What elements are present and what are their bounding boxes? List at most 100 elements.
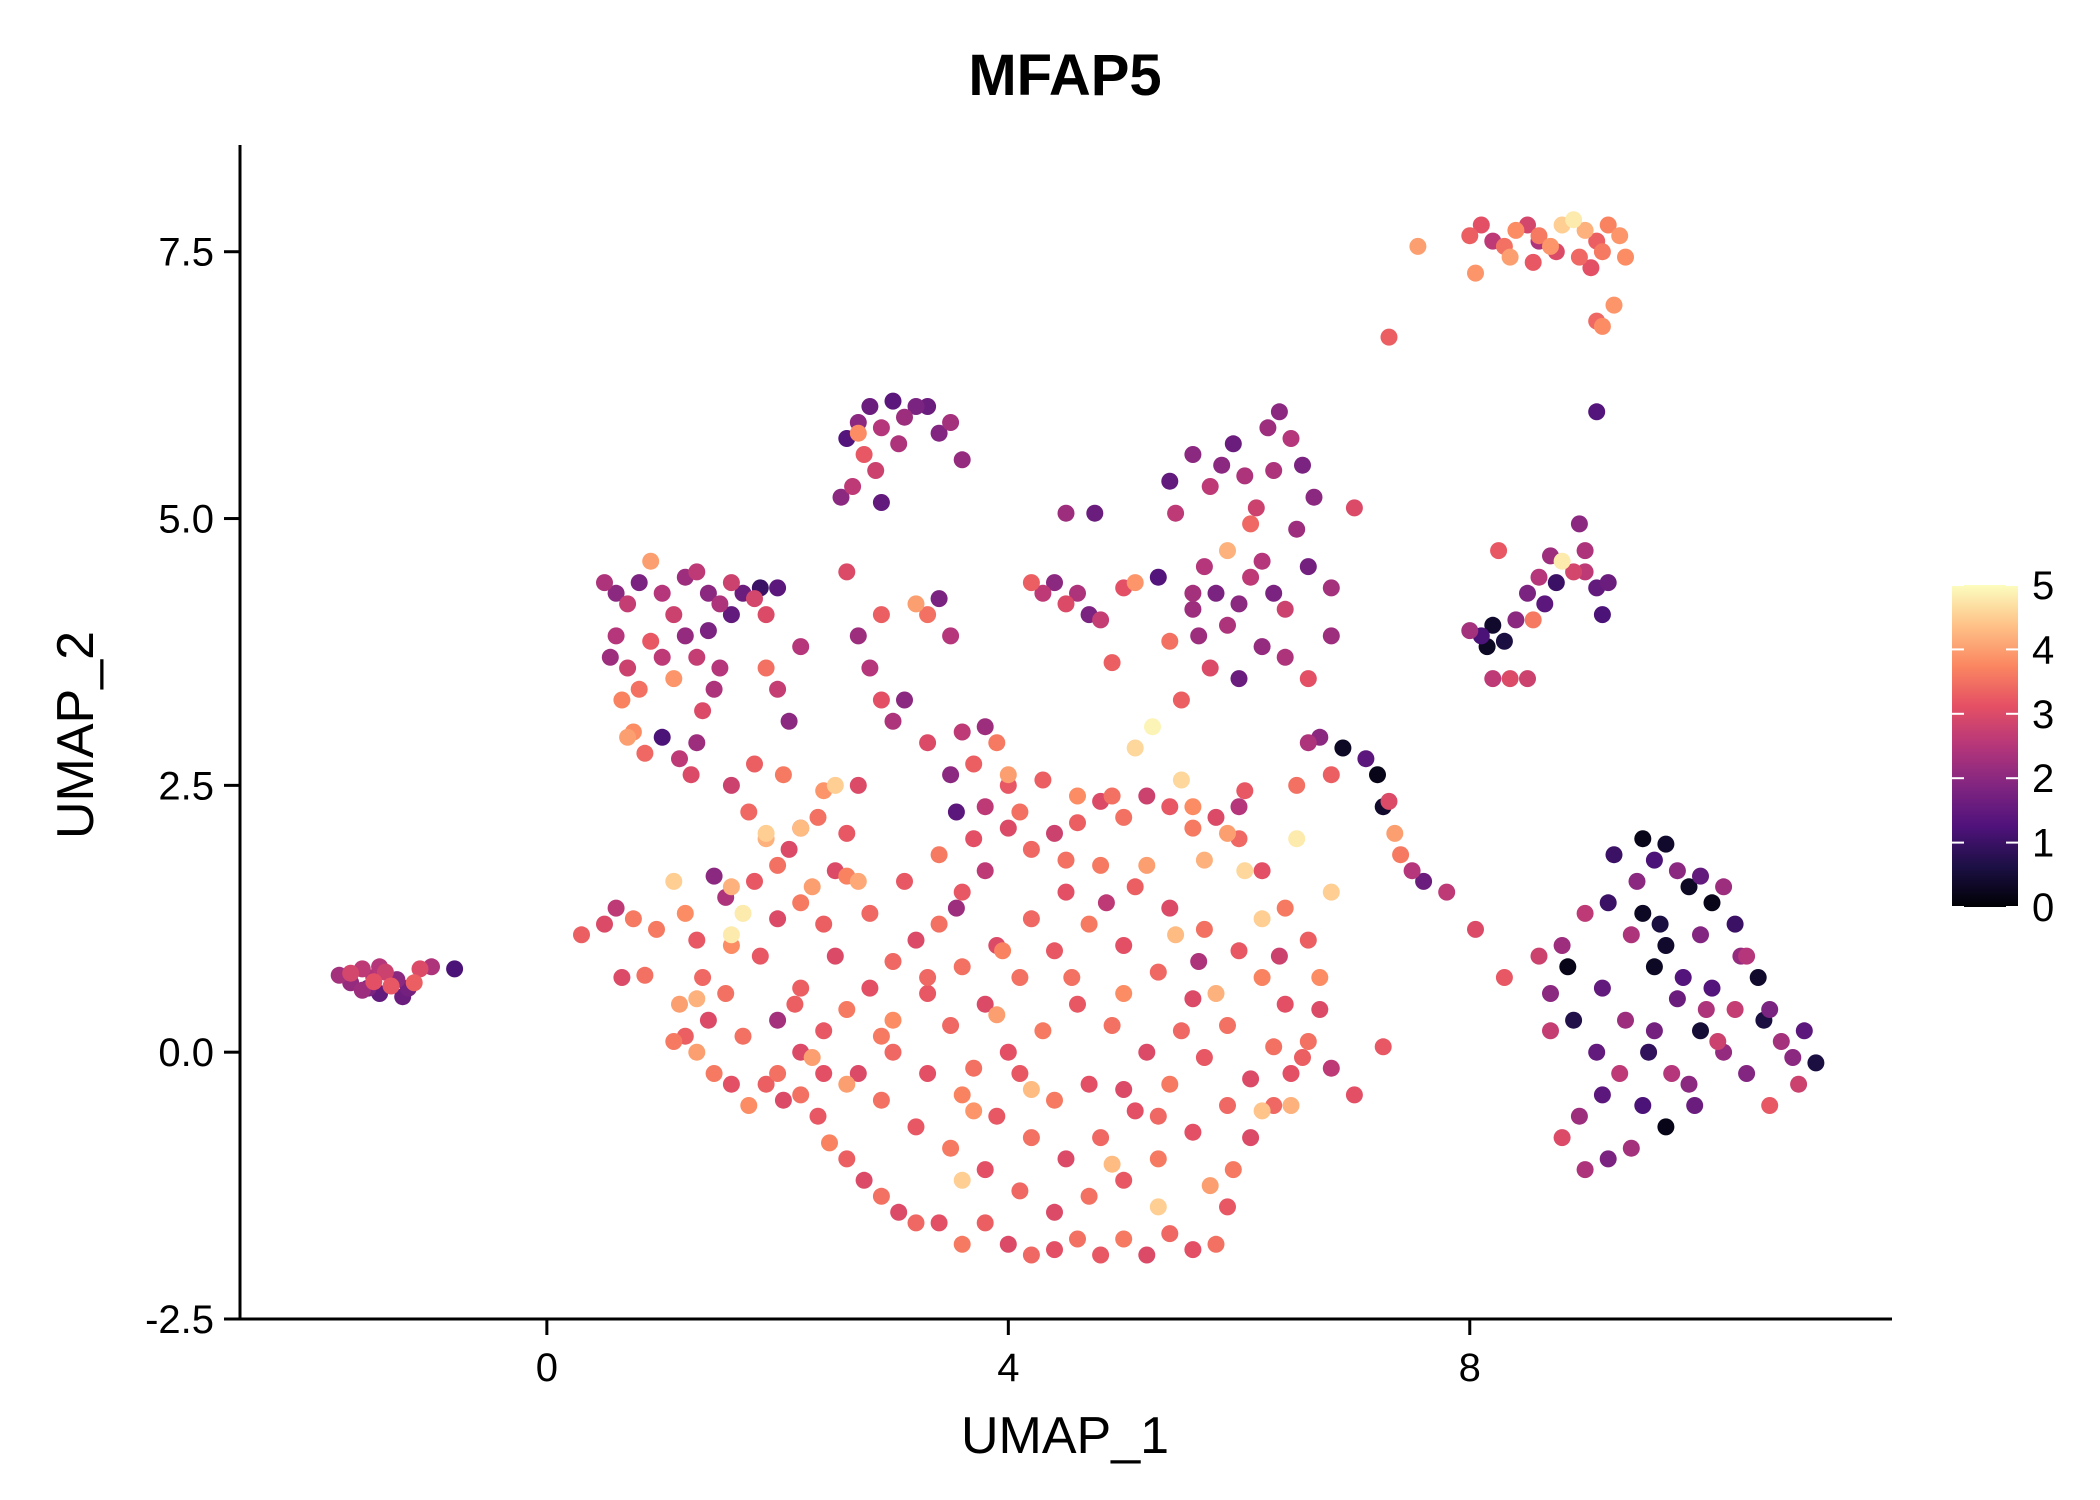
scatter-point: [849, 627, 867, 645]
scatter-point: [740, 1097, 758, 1114]
scatter-point: [722, 776, 740, 794]
scatter-point: [1628, 872, 1646, 890]
scatter-point: [1184, 584, 1202, 602]
scatter-point: [1772, 1033, 1790, 1050]
scatter-point: [642, 632, 660, 650]
scatter-point: [976, 995, 994, 1013]
scatter-point: [907, 398, 925, 415]
scatter-point: [1201, 659, 1219, 677]
scatter-point: [1126, 878, 1144, 896]
scatter-point: [774, 766, 792, 784]
scatter-point: [907, 931, 925, 949]
scatter-point: [1657, 937, 1675, 954]
scatter-point: [999, 1043, 1017, 1061]
scatter-point: [688, 931, 706, 949]
scatter-point: [1322, 579, 1340, 597]
scatter-point: [1403, 862, 1421, 880]
scatter-point: [872, 494, 890, 511]
scatter-point: [1253, 910, 1271, 928]
scatter-point: [1611, 1065, 1629, 1082]
scatter-point: [1507, 611, 1525, 629]
scatter-point: [446, 960, 464, 978]
scatter-point: [1224, 435, 1242, 453]
scatter-point: [1022, 910, 1040, 928]
scatter-point: [1622, 1139, 1640, 1157]
scatter-point: [1392, 846, 1410, 864]
scatter-point: [1686, 1097, 1704, 1114]
scatter-point: [1542, 985, 1559, 1002]
scatter-point: [907, 1214, 925, 1232]
scatter-point: [1519, 584, 1536, 602]
scatter-point: [1565, 563, 1583, 581]
scatter-point: [1034, 1022, 1052, 1040]
scatter-point: [1167, 504, 1185, 522]
scatter-point: [1201, 478, 1219, 495]
scatter-point: [1115, 937, 1133, 954]
scatter-point: [1219, 542, 1236, 560]
scatter-point: [872, 419, 890, 437]
scatter-point: [1784, 1049, 1802, 1066]
scatter-point: [942, 766, 960, 784]
scatter-point: [1219, 616, 1236, 634]
scatter-point: [1692, 926, 1709, 944]
scatter-point: [1092, 611, 1110, 629]
scatter-point: [1201, 1177, 1219, 1195]
scatter-point: [573, 926, 590, 944]
scatter-point: [1282, 1097, 1300, 1114]
colorbar-tick-label: 5: [2032, 564, 2054, 608]
scatter-point: [1195, 558, 1213, 576]
scatter-point: [1057, 504, 1075, 522]
scatter-point: [1167, 926, 1185, 944]
scatter-point: [1657, 1118, 1675, 1136]
scatter-point: [722, 1075, 740, 1093]
scatter-point: [1022, 574, 1040, 592]
scatter-point: [1299, 931, 1317, 949]
scatter-point: [1046, 942, 1063, 960]
scatter-point: [624, 910, 642, 928]
scatter-point: [965, 755, 983, 773]
scatter-point: [1461, 622, 1479, 640]
scatter-point: [1046, 1203, 1063, 1221]
scatter-point: [1288, 776, 1306, 794]
scatter-point: [1588, 403, 1606, 421]
x-tick-label: 8: [1459, 1346, 1481, 1390]
scatter-point: [1726, 1001, 1744, 1018]
scatter-point: [1046, 824, 1063, 842]
scatter-point: [769, 1065, 787, 1082]
scatter-point: [1282, 1065, 1300, 1082]
scatter-point: [861, 979, 879, 997]
scatter-point: [711, 659, 729, 677]
scatter-point: [1322, 883, 1340, 901]
y-tick-label: -2.5: [145, 1298, 214, 1342]
scatter-point: [1190, 627, 1208, 645]
scatter-point: [1103, 1155, 1121, 1173]
scatter-point: [1795, 1022, 1813, 1040]
scatter-point: [1484, 670, 1502, 688]
scatter-point: [1253, 1102, 1271, 1120]
scatter-point: [694, 969, 712, 986]
scatter-point: [1761, 1001, 1779, 1018]
scatter-point: [1576, 1161, 1594, 1179]
scatter-point: [653, 728, 671, 746]
scatter-point: [1536, 595, 1554, 613]
scatter-point: [1299, 670, 1317, 688]
scatter-point: [607, 899, 625, 917]
scatter-point: [1184, 1241, 1202, 1259]
scatter-point: [1057, 1150, 1075, 1168]
scatter-point: [1092, 1129, 1110, 1147]
scatter-point: [1634, 904, 1652, 922]
scatter-point: [1219, 1017, 1236, 1034]
scatter-point: [1334, 739, 1352, 757]
scatter-point: [1524, 611, 1542, 629]
scatter-point: [1276, 648, 1294, 666]
scatter-point: [1357, 750, 1375, 768]
scatter-point: [942, 627, 960, 645]
x-tick-label: 4: [997, 1346, 1019, 1390]
scatter-point: [1692, 1022, 1709, 1040]
scatter-point: [1115, 808, 1133, 826]
scatter-point: [607, 627, 625, 645]
scatter-point: [1022, 1081, 1040, 1098]
scatter-point: [699, 622, 717, 640]
scatter-point: [1680, 1075, 1698, 1093]
scatter-point: [613, 691, 631, 709]
